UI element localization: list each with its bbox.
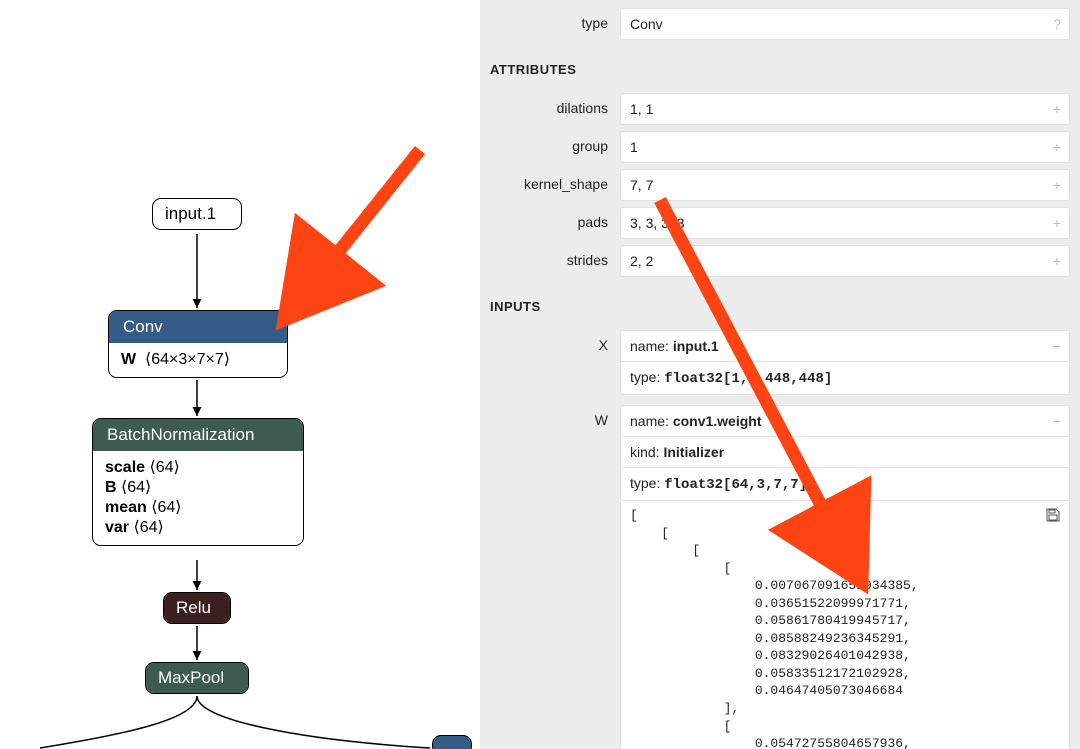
- expand-dilations-icon[interactable]: +: [1053, 100, 1061, 118]
- node-maxpool[interactable]: MaxPool: [145, 662, 249, 694]
- node-relu-title: Relu: [164, 593, 230, 623]
- value-strides-text: 2, 2: [630, 253, 653, 269]
- input-W-kind-value: Initializer: [663, 444, 724, 460]
- node-batchnorm-body: scale ⟨64⟩ B ⟨64⟩ mean ⟨64⟩ var ⟨64⟩: [93, 451, 303, 545]
- row-input-W: W name: conv1.weight − kind: Initializer…: [490, 405, 1070, 749]
- row-kernel-shape: kernel_shape 7, 7 +: [490, 169, 1070, 201]
- label-dilations: dilations: [490, 93, 620, 116]
- tensor-dump-text: [ [ [ [ 0.007067091651934385, 0.03651522…: [630, 508, 919, 749]
- input-W-name[interactable]: name: conv1.weight −: [620, 405, 1070, 437]
- value-pads[interactable]: 3, 3, 3, 3 +: [620, 207, 1070, 239]
- node-batchnorm[interactable]: BatchNormalization scale ⟨64⟩ B ⟨64⟩ mea…: [92, 418, 304, 546]
- value-kernel-shape-text: 7, 7: [630, 177, 653, 193]
- value-type-text: Conv: [630, 16, 663, 32]
- input-X-type-value: float32[1,3,448,448]: [664, 371, 832, 387]
- input-X-type: type: float32[1,3,448,448]: [620, 361, 1070, 395]
- node-conv-body: W ⟨64×3×7×7⟩: [109, 343, 287, 377]
- label-kernel-shape: kernel_shape: [490, 169, 620, 192]
- node-conv-title: Conv: [109, 311, 287, 343]
- label-strides: strides: [490, 245, 620, 268]
- node-relu[interactable]: Relu: [163, 592, 231, 624]
- value-dilations-text: 1, 1: [630, 101, 653, 117]
- graph-canvas[interactable]: input.1 Conv W ⟨64×3×7×7⟩ BatchNormaliza…: [0, 0, 480, 749]
- bn-mean-shape: ⟨64⟩: [151, 499, 181, 516]
- bn-scale-label: scale: [105, 459, 145, 476]
- value-dilations[interactable]: 1, 1 +: [620, 93, 1070, 125]
- node-maxpool-title: MaxPool: [146, 663, 248, 693]
- bn-b-shape: ⟨64⟩: [121, 479, 151, 496]
- section-attributes: ATTRIBUTES: [490, 62, 1070, 77]
- node-batchnorm-title: BatchNormalization: [93, 419, 303, 451]
- input-W-name-value: conv1.weight: [673, 413, 762, 429]
- input-X-name-value: input.1: [673, 338, 719, 354]
- type-help-icon[interactable]: ?: [1053, 15, 1061, 33]
- section-inputs: INPUTS: [490, 299, 1070, 314]
- input-X-type-label: type:: [630, 369, 664, 385]
- row-dilations: dilations 1, 1 +: [490, 93, 1070, 125]
- expand-group-icon[interactable]: +: [1053, 138, 1061, 156]
- value-group-text: 1: [630, 139, 638, 155]
- collapse-W-icon[interactable]: −: [1053, 412, 1061, 430]
- node-input-title: input.1: [153, 199, 241, 229]
- input-W-type-label: type:: [630, 475, 664, 491]
- expand-strides-icon[interactable]: +: [1053, 252, 1061, 270]
- input-W-type: type: float32[64,3,7,7]: [620, 467, 1070, 501]
- tensor-dump: [ [ [ [ 0.007067091651934385, 0.03651522…: [620, 501, 1070, 749]
- label-pads: pads: [490, 207, 620, 230]
- bn-scale-shape: ⟨64⟩: [150, 459, 180, 476]
- bn-var-shape: ⟨64⟩: [133, 519, 163, 536]
- label-group: group: [490, 131, 620, 154]
- label-input-W: W: [490, 405, 620, 428]
- value-strides[interactable]: 2, 2 +: [620, 245, 1070, 277]
- row-type: type Conv ?: [490, 8, 1070, 40]
- node-offscreen[interactable]: [432, 735, 472, 749]
- save-icon[interactable]: [1045, 507, 1061, 523]
- node-conv-w-shape: ⟨64×3×7×7⟩: [145, 351, 230, 368]
- row-group: group 1 +: [490, 131, 1070, 163]
- row-input-X: X name: input.1 − type: float32[1,3,448,…: [490, 330, 1070, 395]
- node-conv[interactable]: Conv W ⟨64×3×7×7⟩: [108, 310, 288, 378]
- value-pads-text: 3, 3, 3, 3: [630, 215, 684, 231]
- input-W-kind: kind: Initializer: [620, 436, 1070, 468]
- input-W-name-label: name:: [630, 413, 673, 429]
- value-kernel-shape[interactable]: 7, 7 +: [620, 169, 1070, 201]
- bn-var-label: var: [105, 519, 129, 536]
- label-type: type: [490, 8, 620, 31]
- detail-panel[interactable]: type Conv ? ATTRIBUTES dilations 1, 1 + …: [480, 0, 1080, 749]
- expand-kernel-shape-icon[interactable]: +: [1053, 176, 1061, 194]
- input-W-kind-label: kind:: [630, 444, 663, 460]
- node-conv-w-label: W: [121, 351, 136, 368]
- value-group[interactable]: 1 +: [620, 131, 1070, 163]
- node-input[interactable]: input.1: [152, 198, 242, 230]
- row-pads: pads 3, 3, 3, 3 +: [490, 207, 1070, 239]
- row-strides: strides 2, 2 +: [490, 245, 1070, 277]
- value-type[interactable]: Conv ?: [620, 8, 1070, 40]
- bn-b-label: B: [105, 479, 117, 496]
- expand-pads-icon[interactable]: +: [1053, 214, 1061, 232]
- input-W-type-value: float32[64,3,7,7]: [664, 477, 807, 493]
- input-X-name-label: name:: [630, 338, 673, 354]
- input-X-name[interactable]: name: input.1 −: [620, 330, 1070, 362]
- bn-mean-label: mean: [105, 499, 147, 516]
- collapse-X-icon[interactable]: −: [1053, 337, 1061, 355]
- label-input-X: X: [490, 330, 620, 353]
